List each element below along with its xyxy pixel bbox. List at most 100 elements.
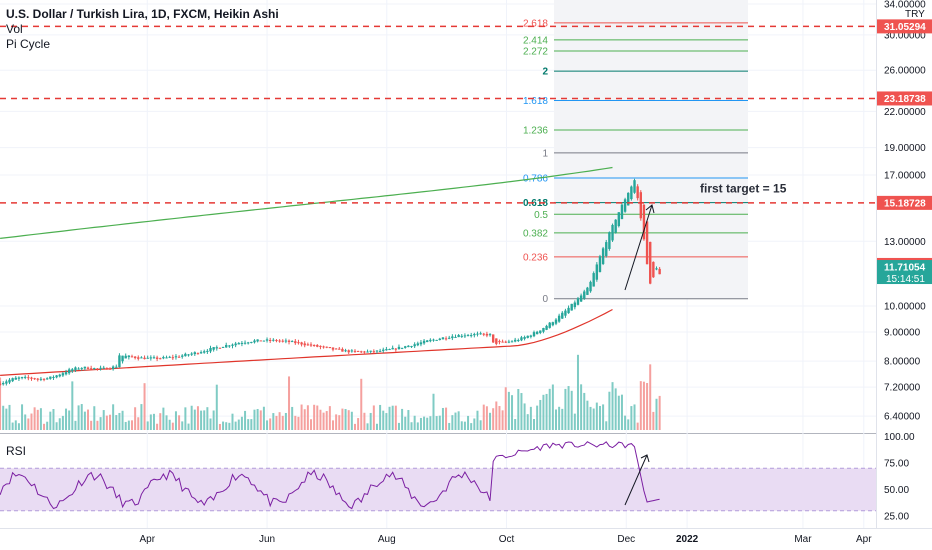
volume-bar: [394, 405, 397, 430]
candle-body: [510, 341, 514, 343]
candle-body: [146, 357, 149, 359]
candle-body: [567, 307, 570, 314]
volume-bar: [284, 412, 287, 430]
candle-body: [448, 337, 451, 339]
time-axis[interactable]: Apr Jun Aug Oct Dec 2022 Mar Apr: [140, 534, 873, 545]
candle-body: [250, 341, 253, 343]
candle-body: [290, 341, 294, 343]
volume-bar: [401, 408, 404, 430]
volume-bar: [168, 419, 171, 430]
candle-body: [259, 340, 262, 342]
volume-bar: [479, 420, 482, 430]
candle-body: [272, 339, 275, 341]
volume-bar: [602, 404, 605, 430]
candle-body: [652, 261, 655, 278]
candle-body: [353, 350, 357, 352]
candle-body: [466, 335, 470, 337]
volume-bar: [206, 407, 209, 430]
candle-body: [177, 356, 181, 358]
volume-bar: [228, 422, 231, 430]
volume-bar: [102, 410, 105, 430]
volume-bar: [598, 405, 601, 430]
candle-body: [309, 344, 313, 346]
candle-body: [507, 341, 511, 343]
volume-bar: [162, 407, 165, 430]
volume-bar: [438, 415, 441, 430]
volume-bar: [181, 421, 184, 430]
volume-bar: [331, 420, 334, 430]
volume-bar: [152, 413, 155, 430]
volume-bar: [614, 388, 617, 430]
price-axis[interactable]: 34.00000 30.00000 26.00000 22.00000 19.00000…: [877, 0, 932, 423]
candle-body: [162, 357, 165, 359]
volume-bar: [548, 388, 551, 430]
candle-body: [300, 342, 303, 345]
candle-body: [20, 377, 24, 379]
candle-body: [356, 350, 360, 352]
volume-bar: [109, 414, 112, 430]
candle-body: [168, 356, 171, 358]
candle-body: [281, 340, 284, 342]
rsi-tick-label: 100.00: [884, 432, 915, 443]
volume-bar: [118, 412, 121, 430]
candle-body: [608, 232, 611, 249]
candle-body: [275, 340, 278, 342]
candle-body: [71, 369, 74, 372]
volume-bar: [366, 423, 369, 430]
dashed-level-lines[interactable]: [0, 25, 876, 204]
candle-body: [620, 204, 624, 220]
candle-body: [382, 349, 385, 351]
candle-body: [184, 353, 187, 357]
fib-level-label: 2.272: [523, 47, 548, 58]
candle-body: [0, 383, 2, 385]
candle-body: [89, 368, 93, 370]
candle-body: [231, 344, 234, 346]
candle-body: [74, 367, 77, 371]
volume-bar: [372, 405, 375, 430]
candle-body: [11, 378, 14, 382]
fib-level-label: 0.236: [523, 252, 548, 263]
annotations[interactable]: first target = 15: [624, 181, 787, 291]
candle-body: [435, 339, 438, 341]
volume-bar: [564, 388, 567, 430]
volume-bar: [11, 422, 14, 430]
candle-body: [460, 335, 463, 337]
volume-bar: [539, 399, 542, 430]
volume-bar: [589, 406, 592, 430]
candle-body: [196, 353, 200, 355]
candle-body: [627, 192, 630, 206]
volume-bar: [542, 394, 545, 430]
candle-body: [375, 350, 379, 352]
candle-body: [36, 378, 39, 380]
price-tick-label: 30.00000: [884, 30, 926, 41]
pi-cycle-indicator-label[interactable]: Pi Cycle: [6, 37, 51, 51]
rsi-trend-arrow: [624, 454, 650, 506]
volume-bar: [586, 400, 589, 430]
candle-body: [385, 349, 388, 351]
volume-indicator-label[interactable]: Vol: [6, 22, 23, 36]
time-tick-label: Aug: [378, 534, 396, 545]
candle-body: [67, 369, 71, 374]
rsi-axis[interactable]: 100.00 75.00 50.00 25.00: [884, 432, 915, 523]
rsi-indicator-label[interactable]: RSI: [6, 444, 27, 458]
rsi-line: [0, 441, 660, 510]
candle-body: [159, 358, 162, 360]
candle-body: [287, 340, 291, 343]
candle-body: [171, 357, 175, 359]
rsi-pane: [0, 441, 876, 512]
candle-body: [278, 340, 281, 342]
volume-bar: [240, 416, 243, 430]
volume-bar: [193, 409, 196, 430]
volume-bar: [43, 423, 46, 430]
candle-body: [479, 333, 482, 335]
candle-body: [388, 349, 391, 351]
price-tick-label: 10.00000: [884, 302, 926, 313]
candle-body: [331, 347, 335, 350]
volume-bar: [353, 423, 356, 430]
candle-body: [410, 346, 413, 348]
volume-bar: [68, 410, 71, 430]
volume-bar: [174, 411, 177, 430]
symbol-title[interactable]: U.S. Dollar / Turkish Lira, 1D, FXCM, He…: [6, 7, 279, 21]
volume-bar: [335, 414, 338, 430]
